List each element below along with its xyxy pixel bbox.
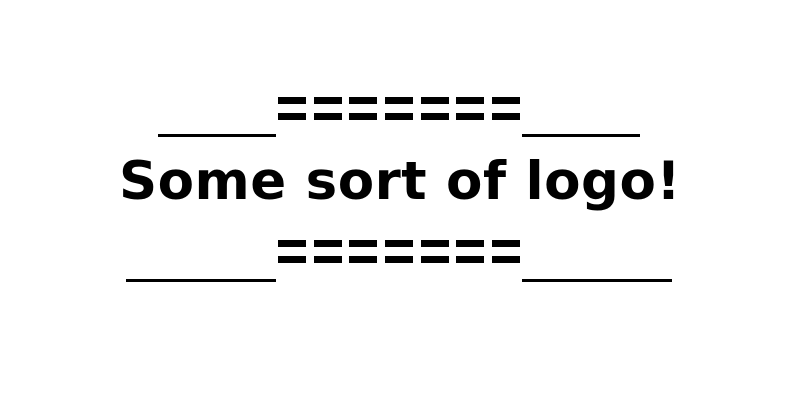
top-left-rule bbox=[158, 134, 276, 137]
equals-mark bbox=[278, 240, 306, 263]
equals-mark bbox=[313, 240, 342, 263]
bottom-right-rule bbox=[522, 279, 672, 282]
equals-mark bbox=[384, 240, 413, 263]
equals-mark bbox=[278, 97, 306, 120]
top-equals-row bbox=[278, 97, 520, 120]
equals-mark bbox=[384, 97, 413, 120]
logo-text: Some sort of logo! bbox=[118, 151, 682, 212]
equals-mark bbox=[456, 97, 485, 120]
top-right-rule bbox=[522, 134, 640, 137]
equals-mark bbox=[491, 97, 520, 120]
equals-mark bbox=[491, 240, 520, 263]
equals-mark bbox=[349, 240, 378, 263]
equals-mark bbox=[420, 240, 449, 263]
bottom-left-rule bbox=[126, 279, 276, 282]
bottom-equals-row bbox=[278, 240, 520, 263]
equals-mark bbox=[349, 97, 378, 120]
equals-mark bbox=[456, 240, 485, 263]
equals-mark bbox=[313, 97, 342, 120]
equals-mark bbox=[420, 97, 449, 120]
